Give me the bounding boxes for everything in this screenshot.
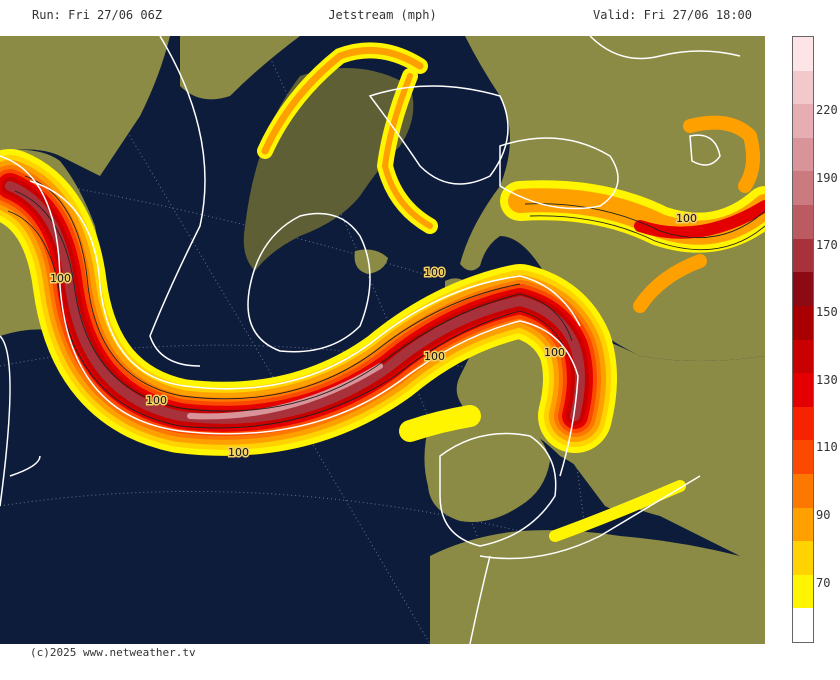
legend-label: 130 <box>816 373 838 387</box>
legend-band <box>793 305 813 340</box>
legend-band <box>793 373 813 408</box>
contour-label: 100 <box>228 446 249 459</box>
contour-labels: 100 100 100 100 100 100 100 <box>49 211 699 461</box>
contour-label: 100 <box>676 212 697 225</box>
legend-label: 110 <box>816 440 838 454</box>
land-north-america <box>0 36 170 176</box>
valid-time-label: Valid: Fri 27/06 18:00 <box>593 8 752 22</box>
chart-title: Jetstream (mph) <box>328 8 437 22</box>
isotach-contours <box>0 36 741 644</box>
legend-band <box>793 205 813 240</box>
legend-band <box>793 608 813 643</box>
legend-label: 70 <box>816 576 831 590</box>
wind-speed-legend <box>792 36 814 643</box>
legend-band <box>793 171 813 206</box>
land-italy <box>568 436 630 510</box>
jetstream-map: 100 100 100 100 100 100 100 <box>0 36 765 644</box>
legend-band <box>793 406 813 441</box>
contour-label: 100 <box>544 346 565 359</box>
streamlines <box>7 175 765 429</box>
legend-label: 190 <box>816 171 838 185</box>
legend-band <box>793 473 813 509</box>
land-iberia <box>424 413 550 522</box>
credit-footer: (c)2025 www.netweather.tv <box>30 646 196 659</box>
land-baffin-north <box>180 36 300 100</box>
legend-band <box>793 541 813 576</box>
run-time-label: Run: Fri 27/06 06Z <box>32 8 163 22</box>
contour-label: 100 <box>424 266 445 279</box>
contour-label: 100 <box>146 394 167 407</box>
legend-band <box>793 272 813 307</box>
legend-band <box>793 238 813 273</box>
legend-band <box>793 574 813 609</box>
legend-band <box>793 70 813 105</box>
legend-band <box>793 440 813 475</box>
contour-label: 100 <box>424 350 445 363</box>
legend-label: 170 <box>816 238 838 252</box>
legend-band <box>793 37 813 72</box>
land-iceland <box>354 249 388 274</box>
legend-band <box>793 137 813 172</box>
legend-band <box>793 507 813 542</box>
legend-band <box>793 339 813 374</box>
legend-label: 150 <box>816 305 838 319</box>
legend-label: 220 <box>816 103 838 117</box>
legend-label: 90 <box>816 508 831 522</box>
jetstream-bands <box>0 42 765 542</box>
legend-band <box>793 104 813 139</box>
contour-label: 100 <box>50 272 71 285</box>
